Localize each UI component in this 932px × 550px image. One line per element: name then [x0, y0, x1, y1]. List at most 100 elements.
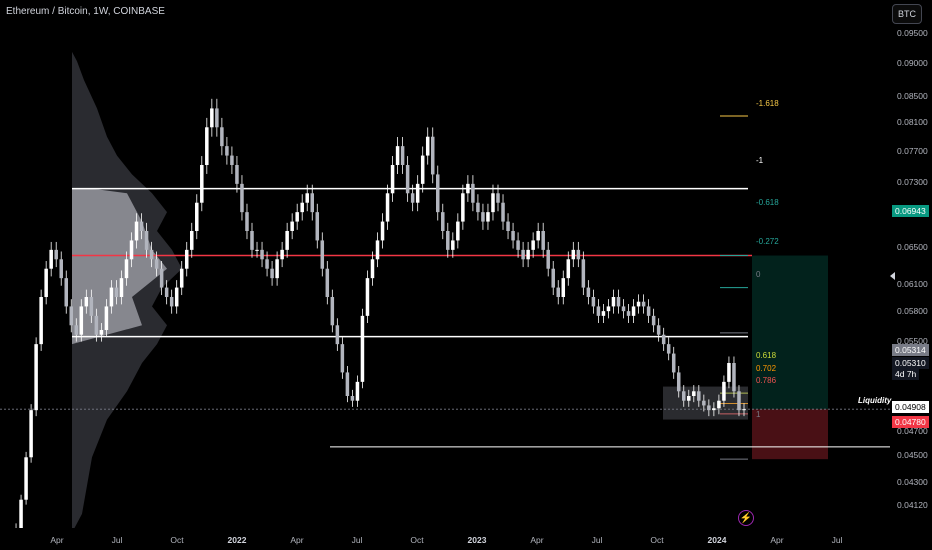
candle: [521, 249, 525, 260]
candle: [661, 334, 666, 345]
price-badge-last2: 0.05310: [892, 357, 929, 369]
candle: [722, 381, 726, 401]
candle: [486, 212, 490, 222]
candle: [516, 240, 520, 250]
scroll-right-arrow-icon[interactable]: [890, 272, 895, 280]
price-tick-label: 0.04120: [897, 500, 928, 510]
candle: [69, 306, 74, 326]
candle: [435, 174, 440, 213]
candle: [280, 249, 284, 260]
candle: [114, 287, 119, 297]
candle: [707, 405, 711, 411]
candle: [320, 240, 325, 269]
candle: [74, 325, 79, 335]
candle: [471, 183, 475, 203]
candle: [420, 155, 425, 184]
candle: [541, 231, 545, 250]
candle: [119, 278, 124, 297]
candle: [39, 297, 43, 345]
currency-button[interactable]: BTC: [892, 4, 922, 24]
price-tick-label: 0.06500: [897, 242, 928, 252]
candle: [220, 127, 224, 147]
price-badge-stop: 0.04780: [892, 416, 929, 428]
price-chart[interactable]: [0, 0, 890, 528]
candle: [184, 249, 189, 269]
candle: [330, 297, 335, 326]
candle: [34, 344, 38, 411]
candle: [621, 306, 626, 312]
fib-level-label: -0.618: [756, 198, 779, 207]
candle: [415, 183, 420, 203]
time-tick-label: Apr: [530, 535, 544, 545]
candle: [24, 457, 28, 500]
candle: [656, 325, 661, 335]
candle: [430, 136, 435, 175]
lightning-bolt-icon[interactable]: ⚡: [738, 510, 754, 526]
candle: [687, 396, 691, 401]
candle: [395, 146, 400, 165]
candle: [129, 240, 134, 260]
candle: [581, 259, 586, 288]
candle: [139, 221, 144, 231]
candle: [195, 202, 199, 231]
candle: [451, 240, 455, 250]
candle: [571, 249, 576, 260]
price-tick-label: 0.08500: [897, 91, 928, 101]
candle: [732, 363, 736, 392]
candle: [300, 202, 304, 213]
candle: [109, 287, 114, 307]
candle: [446, 231, 450, 250]
candle: [235, 165, 239, 184]
candle: [666, 344, 671, 354]
candle: [631, 306, 636, 316]
candle: [466, 183, 470, 194]
candle: [360, 315, 365, 382]
candle: [611, 297, 616, 307]
time-tick-label: Jul: [591, 535, 603, 545]
candle: [441, 212, 445, 231]
candle: [200, 165, 204, 203]
candle: [250, 231, 254, 250]
candle: [54, 249, 58, 260]
candle: [606, 306, 611, 312]
time-tick-label: Oct: [170, 535, 184, 545]
candle: [702, 400, 706, 406]
candle: [636, 301, 641, 307]
candle: [481, 212, 485, 222]
price-tick-label: 0.04500: [897, 450, 928, 460]
liquidity-label: Liquidity: [858, 396, 892, 405]
candle: [676, 372, 681, 392]
time-tick-label: Jul: [111, 535, 123, 545]
candle: [591, 297, 596, 307]
candle: [169, 297, 174, 307]
chart-area[interactable]: [0, 0, 890, 528]
candle: [646, 306, 651, 316]
candle: [370, 259, 375, 279]
candle: [149, 249, 154, 260]
candle: [144, 231, 149, 250]
price-badge-countdown: 4d 7h: [892, 368, 920, 380]
fib-level-label: -0.272: [756, 237, 779, 246]
candle: [305, 193, 309, 203]
candle: [651, 315, 656, 326]
candle: [717, 400, 721, 409]
candle: [189, 231, 194, 250]
target-zone: [752, 255, 828, 410]
candle: [375, 240, 380, 260]
candle: [727, 363, 731, 382]
candle: [265, 259, 269, 269]
candle: [94, 315, 99, 335]
candle: [255, 249, 259, 251]
candle: [215, 108, 219, 128]
candle: [355, 381, 360, 401]
candle: [79, 306, 84, 335]
candle: [626, 311, 631, 316]
candle: [134, 221, 139, 241]
candle: [99, 330, 104, 335]
candle: [245, 212, 249, 231]
price-tick-label: 0.05800: [897, 306, 928, 316]
candle: [566, 259, 571, 279]
candle: [531, 240, 535, 250]
candle: [345, 372, 350, 396]
candle: [390, 165, 395, 194]
